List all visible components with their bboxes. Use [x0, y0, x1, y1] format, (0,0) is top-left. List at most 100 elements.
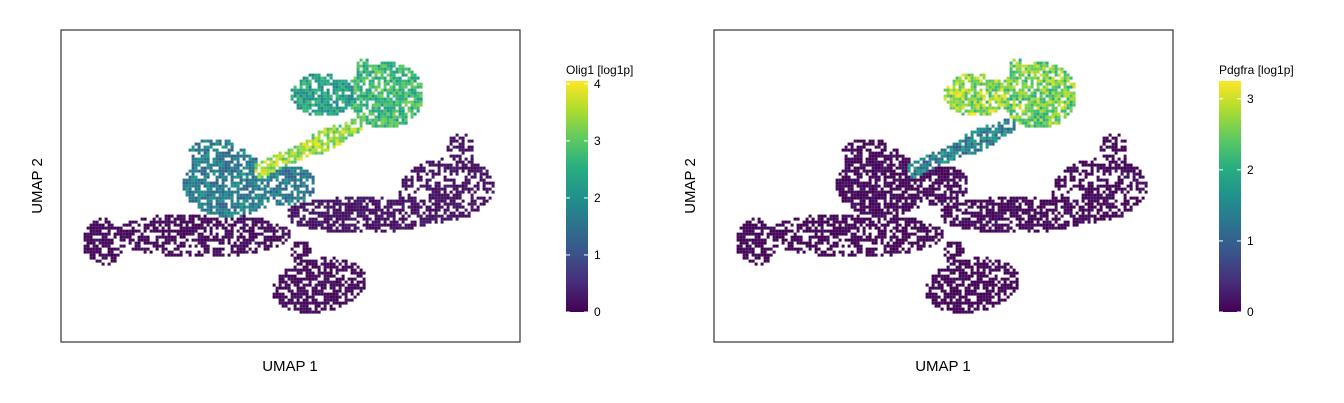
hexbin-cell [350, 286, 354, 290]
hexbin-cell [362, 283, 366, 287]
hexbin-cell [257, 226, 261, 230]
hexbin-cell [128, 223, 132, 227]
hexbin-cell [1054, 91, 1058, 95]
hexbin-cell [458, 205, 462, 209]
hexbin-cell [1111, 166, 1115, 170]
hexbin-cell [943, 88, 947, 92]
hexbin-cell [365, 73, 369, 77]
hexbin-cell [368, 223, 372, 227]
hexbin-cell [428, 160, 432, 164]
hexbin-cell [455, 214, 459, 218]
hexbin-cell [197, 151, 201, 155]
hexbin-cell [868, 211, 872, 215]
hexbin-cell [386, 208, 390, 212]
hexbin-cell [335, 214, 339, 218]
hexbin-cell [844, 214, 848, 218]
hexbin-cell [311, 259, 315, 263]
hexbin-cell [296, 271, 300, 275]
hexbin-cell [1048, 202, 1052, 206]
hexbin-cell [176, 232, 180, 236]
hexbin-cell [233, 157, 237, 161]
hexbin-cell [284, 283, 288, 287]
hexbin-cell [341, 259, 345, 263]
hexbin-cell [898, 199, 902, 203]
hexbin-cell [1015, 91, 1019, 95]
hexbin-cell [958, 139, 962, 143]
hexbin-cell [188, 220, 192, 224]
hexbin-cell [152, 226, 156, 230]
hexbin-cell [955, 88, 959, 92]
hexbin-cell [86, 247, 90, 251]
hexbin-cell [859, 154, 863, 158]
hexbin-cell [880, 160, 884, 164]
hexbin-cell [416, 172, 420, 176]
hexbin-cell [859, 157, 863, 161]
hexbin-cell [302, 145, 306, 149]
hexbin-cell [218, 166, 222, 170]
hexbin-cell [473, 175, 477, 179]
hexbin-cell [407, 76, 411, 80]
hexbin-cell [233, 202, 237, 206]
hexbin-cell [230, 148, 234, 152]
hexbin-cell [305, 100, 309, 104]
hexbin-cell [143, 217, 147, 221]
hexbin-cell [1051, 76, 1055, 80]
hexbin-cell [362, 118, 366, 122]
hexbin-cell [89, 226, 93, 230]
hexbin-cell [1036, 211, 1040, 215]
hexbin-cell [946, 169, 950, 173]
hexbin-cell [955, 94, 959, 98]
hexbin-cell [745, 226, 749, 230]
hexbin-cell [997, 211, 1001, 215]
hexbin-cell [335, 94, 339, 98]
hexbin-cell [859, 145, 863, 149]
hexbin-cell [101, 241, 105, 245]
hexbin-cell [308, 97, 312, 101]
hexbin-cell [302, 298, 306, 302]
hexbin-cell [979, 226, 983, 230]
hexbin-cell [335, 136, 339, 140]
hexbin-cell [1096, 190, 1100, 194]
hexbin-cell [302, 199, 306, 203]
hexbin-cell [1021, 82, 1025, 86]
hexbin-cell [209, 145, 213, 149]
hexbin-cell [323, 82, 327, 86]
hexbin-cell [449, 184, 453, 188]
hexbin-cell [1096, 184, 1100, 188]
hexbin-cell [880, 223, 884, 227]
hexbin-cell [401, 208, 405, 212]
hexbin-cell [230, 181, 234, 185]
hexbin-cell [428, 208, 432, 212]
hexbin-cell [191, 181, 195, 185]
hexbin-cell [344, 136, 348, 140]
hexbin-cell [305, 271, 309, 275]
hexbin-cell [880, 196, 884, 200]
hexbin-cell [937, 199, 941, 203]
hexbin-cell [985, 100, 989, 104]
hexbin-cell [155, 214, 159, 218]
hexbin-cell [116, 226, 120, 230]
hexbin-cell [230, 169, 234, 173]
hexbin-cell [1048, 103, 1052, 107]
hexbin-cell [1012, 202, 1016, 206]
hexbin-cell [467, 187, 471, 191]
hexbin-cell [215, 157, 219, 161]
hexbin-cell [263, 160, 267, 164]
hexbin-cell [1105, 184, 1109, 188]
hexbin-cell [251, 199, 255, 203]
hexbin-cell [329, 226, 333, 230]
hexbin-cell [242, 235, 246, 239]
hexbin-cell [976, 79, 980, 83]
hexbin-cell [395, 223, 399, 227]
hexbin-cell [1117, 148, 1121, 152]
hexbin-cell [988, 142, 992, 146]
hexbin-cell [254, 247, 258, 251]
hexbin-cell [167, 226, 171, 230]
hexbin-cell [383, 115, 387, 119]
hexbin-cell [422, 184, 426, 188]
hexbin-cell [1060, 67, 1064, 71]
hexbin-cell [266, 166, 270, 170]
hexbin-cell [287, 154, 291, 158]
hexbin-cell [793, 217, 797, 221]
